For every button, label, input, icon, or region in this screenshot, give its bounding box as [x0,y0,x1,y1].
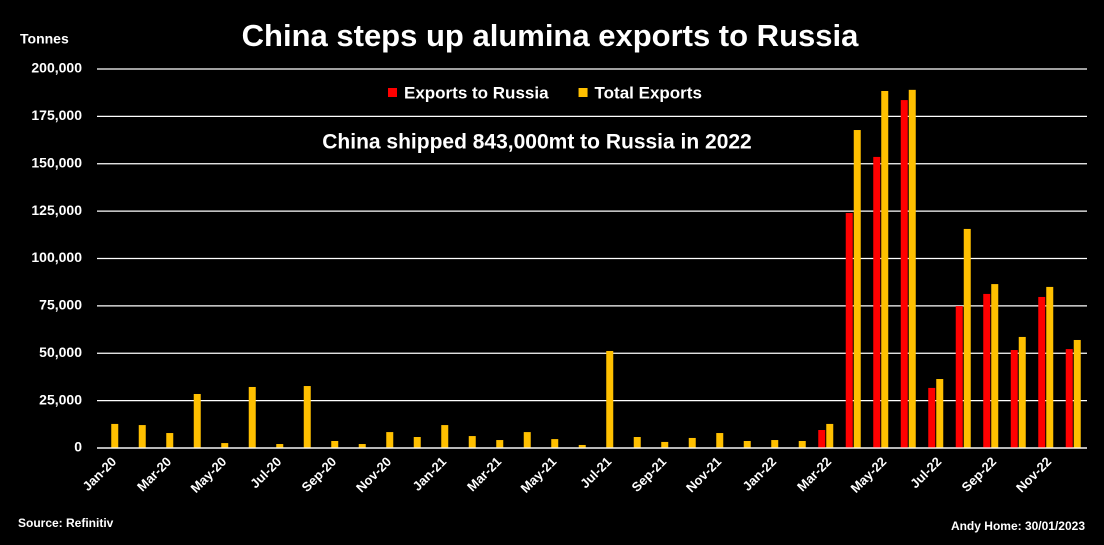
legend-swatch [388,88,397,97]
bar [936,379,944,448]
bar [441,425,449,448]
bar [386,432,394,448]
source: Source: Refinitiv [18,516,114,530]
bar [818,429,826,448]
bar [1073,339,1081,448]
legend-label: Total Exports [595,83,702,102]
y-axis-label: Tonnes [20,31,69,47]
y-tick-label: 125,000 [31,202,82,218]
x-tick-label: May-20 [188,454,230,496]
bar [138,425,146,448]
chart-title: China steps up alumina exports to Russia [242,18,859,53]
x-tick-label: Jul-20 [247,454,284,491]
x-tick-label: May-22 [848,454,890,496]
y-tick-label: 75,000 [39,297,82,313]
y-tick-label: 150,000 [31,154,82,170]
x-tick-label: Nov-22 [1013,454,1054,495]
bar [963,228,971,448]
bar [881,90,889,449]
bar [716,433,724,448]
bar [523,432,531,448]
bar [221,443,229,448]
legend-swatch [578,88,588,97]
bar [991,284,999,448]
y-tick-label: 0 [74,439,82,455]
bar [578,444,586,448]
bar [1046,286,1054,448]
bar [331,440,339,448]
x-tick-label: Nov-20 [353,454,394,495]
bar [468,436,476,448]
bar [276,444,284,448]
bar [633,437,641,448]
bar [111,423,119,448]
y-tick-label: 50,000 [39,344,82,360]
bar [1038,296,1046,448]
bar [193,393,201,448]
x-tick-label: Sep-21 [629,454,670,495]
legend-label: Exports to Russia [404,83,549,102]
x-tick-label: Mar-20 [134,454,174,494]
bar [928,387,936,448]
x-tick-label: Sep-20 [299,454,340,495]
bar [661,441,669,448]
bar [688,437,696,448]
x-tick-label: Nov-21 [683,454,724,495]
bar [358,444,366,448]
bar [845,213,853,448]
x-tick-label: Jan-21 [410,454,450,494]
bar [853,130,861,449]
x-tick-label: May-21 [518,454,560,496]
bar [771,440,779,448]
bar [1018,336,1026,448]
bar [303,386,311,448]
x-tick-label: Jul-22 [907,454,944,491]
bar [496,440,504,448]
annotation: China shipped 843,000mt to Russia in 202… [322,131,752,154]
bar [413,437,421,448]
bar [900,100,908,448]
y-tick-label: 175,000 [31,107,82,123]
bar [908,89,916,448]
bar [983,293,991,448]
credit: Andy Home: 30/01/2023 [951,519,1085,533]
bar [826,423,834,448]
bar [1065,349,1073,448]
x-tick-label: Mar-21 [464,454,504,494]
bar [873,156,881,449]
y-tick-label: 200,000 [31,60,82,76]
bar [166,433,174,448]
bar [798,440,806,448]
y-tick-label: 25,000 [39,391,82,407]
bar [551,439,559,448]
x-tick-label: Mar-22 [794,454,834,494]
bar [955,306,963,448]
x-tick-label: Jul-21 [577,454,614,491]
bar [743,440,751,448]
x-tick-label: Jan-20 [80,454,120,494]
bar [248,386,256,448]
x-tick-label: Jan-22 [740,454,780,494]
y-tick-label: 100,000 [31,249,82,265]
x-tick-label: Sep-22 [959,454,1000,495]
bar [606,350,614,448]
bar [1010,350,1018,448]
